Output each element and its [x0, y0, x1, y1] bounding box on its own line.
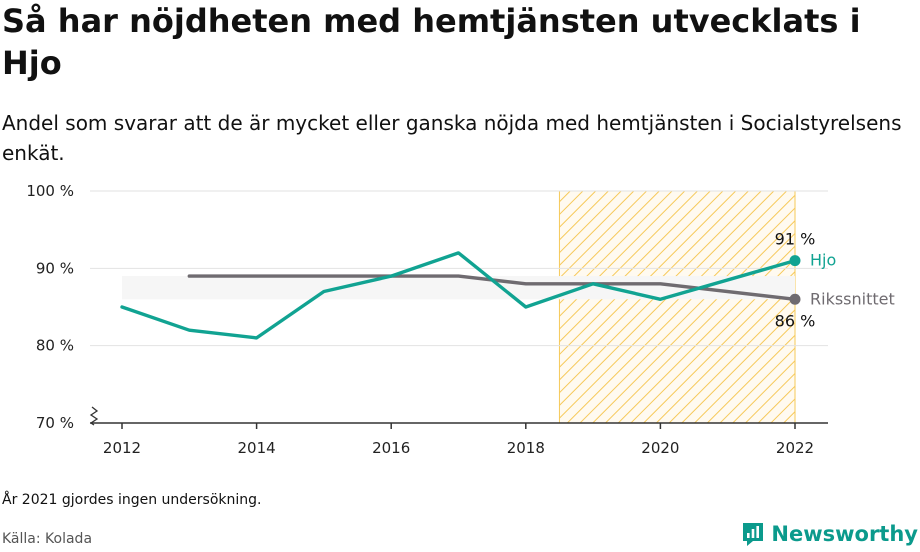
y-tick-label: 100 % [26, 182, 74, 200]
value-label-rikssnittet: 86 % [775, 311, 816, 330]
x-tick-label: 2018 [507, 439, 545, 457]
y-tick-label: 70 % [36, 414, 74, 432]
brand-name: Newsworthy [771, 522, 918, 546]
newsworthy-logo-icon [743, 523, 764, 546]
x-tick-label: 2012 [103, 439, 141, 457]
line-chart: 70 %80 %90 %100 % 2012 2014 2016 2018 2020 20… [26, 182, 895, 457]
x-tick-label: 2016 [372, 439, 410, 457]
chart-title: Så har nöjdheten med hemtjänsten utveckl… [2, 2, 861, 82]
x-tick-label: 2022 [776, 439, 814, 457]
x-tick-label: 2020 [641, 439, 679, 457]
series-line-rikssnittet [187, 274, 797, 302]
series-label-hjo: Hjo [810, 251, 836, 270]
highlight-band [558, 190, 796, 424]
x-axis: 2012 2014 2016 2018 2020 2022 [89, 406, 828, 457]
brand: Newsworthy [741, 521, 918, 547]
value-label-hjo: 91 % [775, 230, 816, 249]
end-point-hjo [789, 255, 801, 267]
x-tick-label: 2014 [238, 439, 276, 457]
source-note: Källa: Kolada [2, 531, 93, 547]
footnote: År 2021 gjordes ingen undersökning. [2, 492, 262, 508]
chart-subtitle: Andel som svarar att de är mycket eller … [2, 111, 902, 165]
series-layer [120, 251, 801, 340]
y-tick-label: 90 % [36, 259, 74, 277]
highlight-band-layer [558, 190, 796, 424]
axis-break-mark [89, 406, 99, 426]
series-label-rikssnittet: Rikssnittet [810, 289, 895, 308]
y-tick-label: 80 % [36, 337, 74, 355]
series-line-hjo [120, 251, 797, 340]
gridlines: 70 % 80 % 90 % 100 % [26, 182, 828, 432]
range-band-layer [122, 276, 795, 300]
data-labels: 91 % Hjo 86 % Rikssnittet [775, 230, 895, 331]
range-band [122, 276, 795, 300]
end-point-rikssnittet [789, 293, 801, 305]
